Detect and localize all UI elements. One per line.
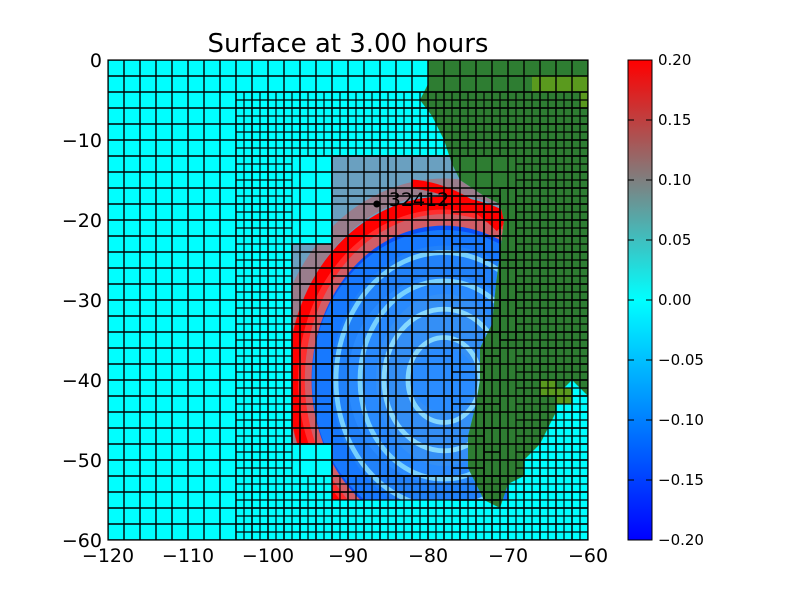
colorbar-tick-label: 0.05 bbox=[658, 231, 691, 249]
colorbar: 0.20 0.15 0.10 0.05 0.00 −0.05 −0.10 −0.15 −0.20 bbox=[627, 51, 704, 549]
colorbar-tick-label: 0.15 bbox=[658, 111, 691, 129]
y-axis: 0 −10 −20 −30 −40 −50 −60 bbox=[62, 50, 588, 552]
gauge-point bbox=[373, 200, 381, 208]
gauge-label: 32412 bbox=[389, 189, 449, 211]
refinement-patch-borders bbox=[291, 155, 517, 501]
x-tick-label: −100 bbox=[242, 545, 294, 567]
x-tick-label: −70 bbox=[488, 545, 528, 567]
x-tick-label: −60 bbox=[568, 545, 608, 567]
chart-title: Surface at 3.00 hours bbox=[208, 29, 489, 59]
patch-level-3 bbox=[483, 195, 501, 501]
colorbar-tick-label: −0.10 bbox=[658, 411, 704, 429]
y-tick-label: −40 bbox=[62, 370, 102, 392]
land-cell bbox=[580, 76, 588, 92]
x-tick-label: −90 bbox=[328, 545, 368, 567]
colorbar-ticks: 0.20 0.15 0.10 0.05 0.00 −0.05 −0.10 −0.15 −0.20 bbox=[628, 51, 704, 549]
x-tick-label: −120 bbox=[82, 545, 134, 567]
y-tick-label: −60 bbox=[62, 530, 102, 552]
colorbar-tick-label: 0.10 bbox=[658, 171, 691, 189]
patch-level-3 bbox=[451, 195, 485, 501]
x-tick-label: −80 bbox=[408, 545, 448, 567]
y-tick-label: −50 bbox=[62, 450, 102, 472]
y-tick-label: 0 bbox=[90, 50, 102, 72]
x-axis: −120 −110 −100 −90 −80 −70 −60 bbox=[82, 60, 608, 567]
colorbar-tick-label: −0.15 bbox=[658, 471, 704, 489]
gauge-marker: 32412 bbox=[373, 189, 449, 211]
y-tick-label: −10 bbox=[62, 130, 102, 152]
colorbar-tick-label: 0.20 bbox=[658, 51, 691, 69]
colorbar-tick-label: 0.00 bbox=[658, 291, 691, 309]
plot-area bbox=[108, 60, 588, 540]
colorbar-tick-label: −0.20 bbox=[658, 531, 704, 549]
y-tick-label: −20 bbox=[62, 210, 102, 232]
x-tick-label: −110 bbox=[162, 545, 214, 567]
colorbar-tick-label: −0.05 bbox=[658, 351, 704, 369]
y-tick-label: −30 bbox=[62, 290, 102, 312]
patch-level-3 bbox=[499, 187, 517, 341]
